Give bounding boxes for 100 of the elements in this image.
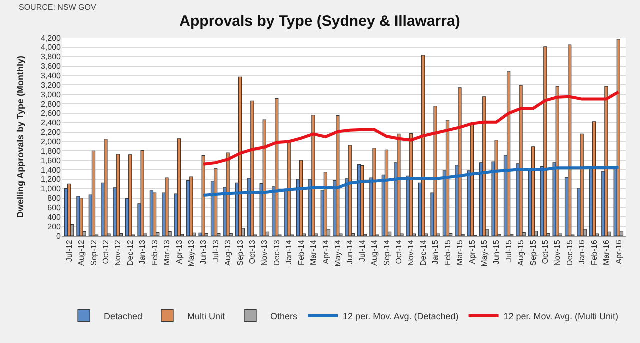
line-series bbox=[202, 90, 620, 166]
y-tick-label: 1,600 bbox=[40, 156, 62, 166]
bar bbox=[470, 124, 474, 236]
bar bbox=[592, 122, 596, 236]
legend-label: Detached bbox=[104, 311, 143, 322]
x-tick-label: Feb-15 bbox=[443, 240, 452, 266]
x-tick-label: Sep-14 bbox=[382, 240, 392, 266]
x-tick-label: Oct-14 bbox=[394, 240, 404, 264]
x-tick-label: Mar-13 bbox=[162, 240, 172, 266]
bar bbox=[104, 139, 108, 236]
y-tick-label: 600 bbox=[48, 204, 62, 213]
bar bbox=[299, 160, 304, 236]
y-axis-title: Dwelling Approvals by Type (Monthly) bbox=[15, 56, 26, 218]
x-tick-label: Aug-13 bbox=[224, 240, 233, 266]
x-tick-label: Dec-13 bbox=[272, 240, 282, 266]
x-tick-label: Nov-12 bbox=[114, 240, 123, 266]
x-tick-label: Nov-14 bbox=[406, 240, 416, 266]
bar bbox=[324, 172, 328, 236]
x-tick-label: Jul-12 bbox=[64, 240, 74, 262]
y-tick-label: 3,200 bbox=[40, 80, 62, 90]
bar bbox=[312, 115, 316, 236]
x-tick-label: Oct-13 bbox=[248, 240, 258, 264]
bar bbox=[226, 152, 230, 236]
y-tick-label: 200 bbox=[48, 222, 62, 232]
y-tick-label: 3,800 bbox=[40, 52, 62, 62]
x-tick-label: Apr-14 bbox=[321, 240, 330, 264]
x-tick-label: Sep-15 bbox=[528, 240, 538, 266]
bar bbox=[482, 96, 486, 236]
y-tick-label: 400 bbox=[48, 212, 62, 222]
bar bbox=[336, 115, 340, 236]
x-tick-label: Sep-12 bbox=[89, 240, 98, 266]
y-tick-label: 3,000 bbox=[40, 90, 62, 100]
bar bbox=[190, 176, 194, 236]
bar bbox=[262, 120, 266, 236]
bar bbox=[409, 133, 413, 236]
x-tick-label: Feb-14 bbox=[296, 240, 306, 266]
bar bbox=[458, 88, 462, 236]
bar bbox=[214, 168, 218, 236]
bar bbox=[80, 198, 84, 236]
y-tick-label: 2,000 bbox=[40, 138, 62, 147]
bar bbox=[544, 46, 548, 236]
x-tick-label: Jun-13 bbox=[199, 240, 208, 265]
legend-label: Others bbox=[270, 311, 298, 322]
x-tick-label: Aug-12 bbox=[77, 240, 86, 266]
bar bbox=[616, 39, 620, 236]
bar bbox=[92, 150, 96, 236]
y-tick-label: 4,000 bbox=[40, 43, 62, 52]
source-note: SOURCE: NSW GOV bbox=[19, 3, 98, 12]
y-tick-label: 1,200 bbox=[40, 175, 62, 184]
bar bbox=[604, 86, 608, 236]
bar bbox=[287, 142, 291, 236]
x-tick-label: Jan-15 bbox=[431, 240, 440, 265]
x-tick-label: Dec-12 bbox=[126, 240, 135, 266]
y-tick-label: 1,800 bbox=[40, 146, 62, 156]
bar bbox=[519, 85, 523, 236]
bar bbox=[434, 106, 438, 236]
chart-title: Approvals by Type (Sydney & Illawarra) bbox=[180, 12, 460, 30]
x-tick-label: Apr-16 bbox=[614, 240, 624, 264]
y-tick-label: 2,200 bbox=[40, 128, 62, 138]
legend-label: Multi Unit bbox=[188, 311, 226, 322]
x-tick-label: Jun-15 bbox=[492, 240, 502, 265]
y-tick-label: 4,200 bbox=[40, 34, 62, 43]
x-tick-label: Jun-14 bbox=[346, 240, 355, 265]
y-tick-label: 2,600 bbox=[40, 109, 62, 118]
x-tick-label: Apr-15 bbox=[468, 240, 477, 264]
bar bbox=[202, 156, 206, 236]
bar bbox=[580, 134, 584, 236]
bar bbox=[250, 100, 254, 236]
x-tick-label: Aug-15 bbox=[516, 240, 526, 266]
x-tick-label: Aug-14 bbox=[370, 240, 380, 266]
x-tick-label: Jul-13 bbox=[211, 240, 220, 262]
x-tick-label: Jul-14 bbox=[358, 240, 367, 262]
x-tick-label: Jul-15 bbox=[504, 240, 514, 262]
bar bbox=[494, 140, 498, 236]
x-tick-label: Mar-15 bbox=[456, 240, 465, 266]
legend-label: 12 per. Mov. Avg. (Detached) bbox=[343, 311, 459, 322]
bar bbox=[165, 178, 169, 236]
x-tick-label: May-14 bbox=[334, 240, 342, 267]
x-tick-label: Feb-16 bbox=[590, 240, 599, 266]
x-tick-label: Nov-13 bbox=[260, 240, 270, 266]
x-tick-label: May-15 bbox=[480, 240, 489, 267]
bar bbox=[238, 76, 242, 236]
x-tick-label: Sep-13 bbox=[236, 240, 245, 266]
x-tick-label: Jan-16 bbox=[578, 240, 587, 265]
y-tick-label: 0 bbox=[56, 232, 62, 241]
bar bbox=[506, 72, 511, 236]
x-tick-label: Oct-15 bbox=[541, 240, 550, 264]
x-tick-label: Oct-12 bbox=[102, 240, 111, 264]
y-tick-label: 2,800 bbox=[40, 100, 62, 109]
bar bbox=[360, 165, 364, 236]
x-tick-label: May-13 bbox=[187, 240, 196, 267]
bar bbox=[68, 184, 72, 236]
y-tick-label: 3,400 bbox=[40, 72, 62, 81]
x-tick-label: Jan-13 bbox=[138, 240, 148, 265]
x-tick-label: Apr-13 bbox=[174, 240, 184, 264]
bar bbox=[152, 192, 157, 236]
y-tick-label: 1,400 bbox=[40, 166, 62, 175]
bar bbox=[177, 138, 182, 236]
x-tick-label: Jan-14 bbox=[284, 240, 294, 265]
x-tick-label: Dec-15 bbox=[565, 240, 574, 266]
